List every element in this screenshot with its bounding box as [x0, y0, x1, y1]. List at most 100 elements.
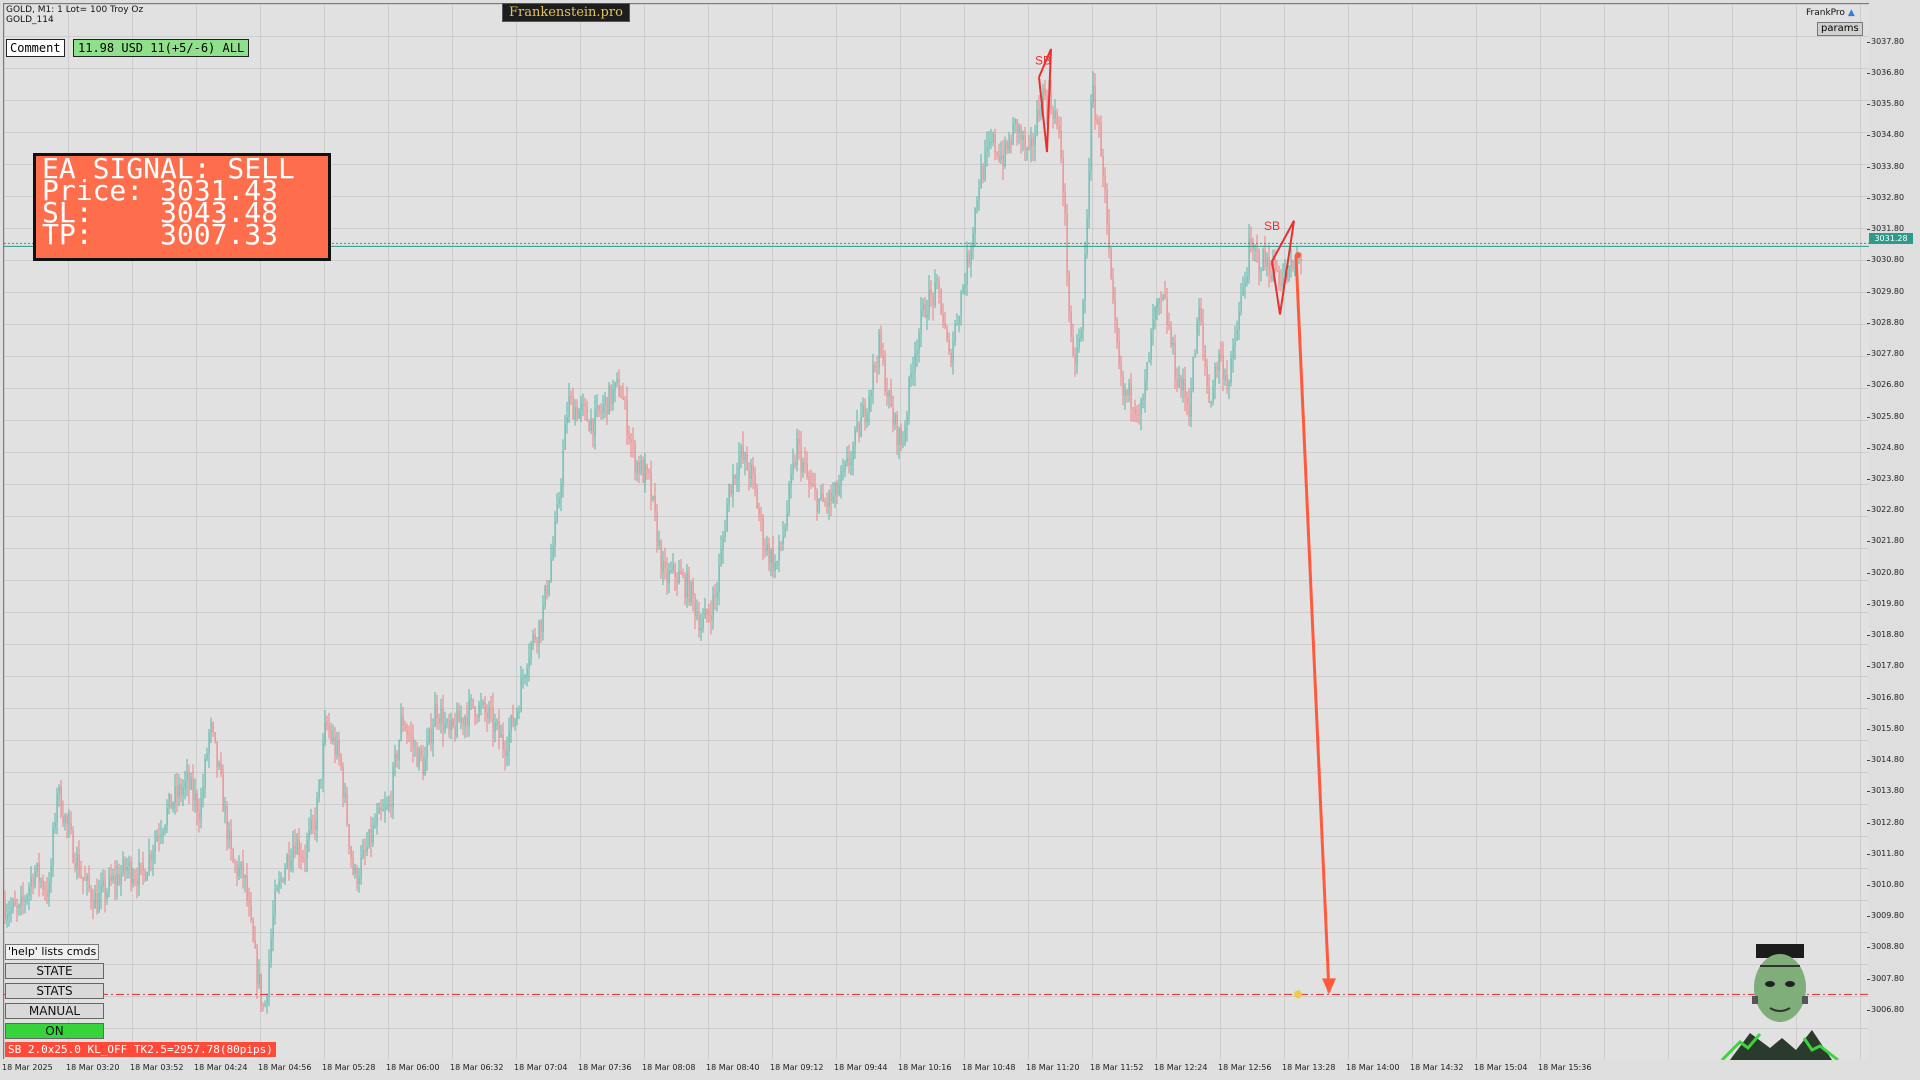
candle-body — [406, 730, 408, 735]
candle-body — [550, 558, 552, 581]
candle-body — [664, 561, 666, 568]
candle-body — [174, 785, 176, 803]
candle-body — [282, 878, 284, 882]
y-tick-label: 3035.80 — [1866, 99, 1905, 109]
manual-button[interactable]: MANUAL — [5, 1003, 104, 1019]
candle-body — [274, 890, 276, 916]
candle-body — [1254, 248, 1256, 250]
candle-body — [1030, 137, 1032, 148]
candle-body — [904, 426, 906, 444]
candle-body — [186, 772, 188, 781]
candle-body — [596, 405, 598, 409]
candle-body — [442, 709, 444, 732]
y-tick-label: 3014.80 — [1866, 755, 1905, 765]
candle-body — [464, 716, 466, 726]
candle-body — [1282, 277, 1284, 287]
y-tick-label: 3025.80 — [1866, 411, 1905, 421]
candle-body — [226, 806, 228, 840]
candle-body — [640, 460, 642, 474]
candle-body — [330, 730, 332, 741]
candle-body — [1278, 271, 1280, 283]
candle-body — [578, 409, 580, 419]
candle-body — [736, 476, 738, 479]
candle-body — [576, 406, 578, 419]
candle-body — [340, 755, 342, 768]
candle-body — [1120, 364, 1122, 376]
candle-body — [182, 788, 184, 795]
candle-body — [78, 854, 80, 875]
candle-body — [922, 303, 924, 311]
candle-body — [518, 711, 520, 713]
candle-body — [848, 457, 850, 466]
on-toggle-button[interactable]: ON — [5, 1023, 104, 1039]
candle-body — [1140, 399, 1142, 415]
candle-body — [796, 438, 798, 466]
candle-body — [300, 856, 302, 858]
candle-body — [1164, 294, 1166, 299]
candle-body — [1062, 157, 1064, 192]
time-axis[interactable] — [0, 1059, 1920, 1080]
candle-body — [58, 786, 60, 794]
candle-body — [1138, 414, 1140, 416]
candle-body — [1206, 366, 1208, 387]
candle-body — [932, 294, 934, 306]
candle-body — [644, 464, 646, 483]
candle-body — [890, 390, 892, 408]
candle-body — [720, 549, 722, 566]
params-button[interactable]: params — [1817, 22, 1863, 36]
candle-body — [1090, 101, 1092, 171]
candle-body — [352, 857, 354, 874]
candle-body — [1262, 250, 1264, 271]
candle-body — [1118, 341, 1120, 365]
candle-body — [1146, 362, 1148, 381]
candle-body — [310, 819, 312, 831]
candle-body — [510, 715, 512, 732]
candle-body — [284, 868, 286, 882]
candle-body — [142, 863, 144, 871]
candle-body — [200, 798, 202, 820]
candle-body — [262, 1004, 264, 1007]
candle-body — [68, 823, 70, 825]
candle-body — [10, 907, 12, 913]
candle-body — [778, 541, 780, 561]
candle-body — [140, 863, 142, 865]
candle-body — [324, 722, 326, 743]
candle-body — [462, 718, 464, 726]
comment-button[interactable]: Comment — [6, 39, 65, 57]
candle-body — [602, 404, 604, 412]
candle-body — [154, 840, 156, 852]
price-axis[interactable] — [1869, 0, 1920, 1060]
candle-body — [498, 721, 500, 738]
candle-body — [704, 609, 706, 619]
tp-forecast-arrow — [1294, 255, 1331, 993]
candle-body — [112, 875, 114, 881]
candle-body — [290, 860, 292, 868]
price-chart[interactable]: SB SB — [4, 4, 1870, 1059]
candle-body — [308, 830, 310, 841]
candle-body — [802, 462, 804, 472]
candle-body — [894, 414, 896, 425]
stats-button[interactable]: STATS — [5, 983, 104, 999]
x-tick-label: 18 Mar 15:36 — [1538, 1063, 1592, 1072]
candle-body — [1070, 311, 1072, 337]
candle-body — [1104, 175, 1106, 190]
candle-body — [1166, 298, 1168, 325]
x-tick-label: 18 Mar 06:00 — [386, 1063, 440, 1072]
candle-body — [738, 456, 740, 477]
candle-body — [424, 758, 426, 776]
x-tick-label: 18 Mar 11:20 — [1026, 1063, 1080, 1072]
candle-body — [1186, 397, 1188, 404]
candle-body — [974, 208, 976, 234]
y-tick-label: 3029.80 — [1866, 286, 1905, 296]
candle-body — [20, 896, 22, 906]
x-tick-label: 18 Mar 10:16 — [898, 1063, 952, 1072]
candle-body — [728, 484, 730, 505]
candle-body — [118, 873, 120, 885]
candle-body — [798, 438, 800, 445]
candle-body — [766, 543, 768, 552]
candle-body — [758, 508, 760, 516]
state-button[interactable]: STATE — [5, 963, 104, 979]
candle-body — [696, 614, 698, 617]
candle-body — [860, 416, 862, 437]
candle-body — [800, 444, 802, 472]
